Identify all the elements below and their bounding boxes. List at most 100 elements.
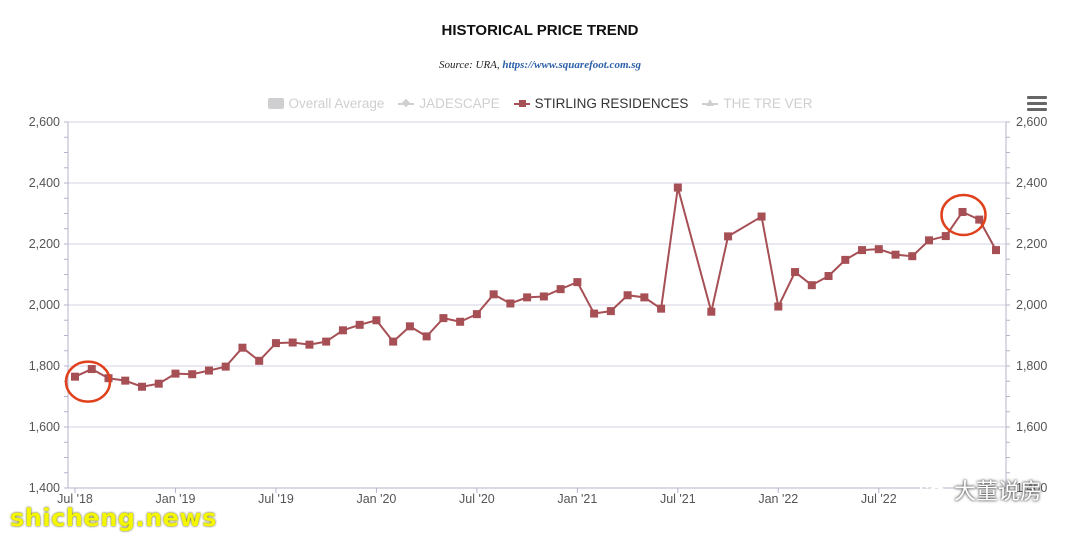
data-point — [757, 212, 766, 221]
data-point — [204, 366, 213, 375]
data-point — [941, 232, 950, 241]
y-tick-label-left: 1,400 — [29, 481, 60, 495]
data-point — [673, 183, 682, 192]
x-tick-label: Jul '22 — [861, 492, 897, 506]
x-tick-label: Jul '18 — [57, 492, 93, 506]
data-point — [456, 317, 465, 326]
data-point — [305, 340, 314, 349]
data-point — [338, 326, 347, 335]
data-point — [925, 236, 934, 245]
data-point — [791, 268, 800, 277]
data-point — [874, 245, 883, 254]
y-tick-label-right: 1,400 — [1016, 481, 1047, 495]
x-tick-label: Jul '19 — [258, 492, 294, 506]
data-point — [640, 293, 649, 302]
x-tick-label: Jan '21 — [557, 492, 597, 506]
data-point — [707, 307, 716, 316]
data-point — [121, 376, 130, 385]
data-point — [623, 291, 632, 300]
y-tick-label-right: 2,600 — [1016, 115, 1047, 129]
chart-subtitle: Source: URA, https://www.squarefoot.com.… — [0, 59, 1080, 71]
series-line — [74, 186, 997, 388]
legend-rect-icon — [267, 98, 284, 109]
y-tick-label-right: 1,600 — [1016, 420, 1047, 434]
x-tick-label: Jul '21 — [660, 492, 696, 506]
x-tick-label: Jan '19 — [156, 492, 196, 506]
data-point — [908, 252, 917, 261]
data-point — [87, 365, 96, 374]
x-tick-label: Jan '20 — [356, 492, 396, 506]
data-point — [556, 285, 565, 294]
y-tick-label-left: 2,200 — [29, 237, 60, 251]
data-point — [724, 232, 733, 241]
data-point — [657, 304, 666, 313]
data-point — [958, 207, 967, 216]
chart-legend: Overall Average JADESCAPE STIRLING RESID… — [0, 96, 1080, 111]
data-point — [807, 281, 816, 290]
data-point — [137, 382, 146, 391]
data-point — [255, 356, 264, 365]
data-point — [489, 290, 498, 299]
brand-text: 大董说房 — [953, 480, 1042, 505]
legend-square-icon — [513, 98, 530, 109]
legend-label: Overall Average — [288, 96, 385, 111]
data-point — [590, 309, 599, 318]
data-point — [573, 278, 582, 287]
legend-triangle-icon — [702, 98, 719, 109]
hamburger-menu-icon[interactable] — [1027, 96, 1047, 112]
wechat-icon — [919, 479, 946, 500]
data-point — [439, 314, 448, 323]
y-tick-label-right: 2,200 — [1016, 237, 1047, 251]
data-point — [774, 302, 783, 311]
data-point — [606, 307, 615, 316]
data-point — [238, 343, 247, 352]
y-tick-label-left: 2,000 — [29, 298, 60, 312]
highlight-circle — [940, 193, 987, 237]
data-point — [154, 379, 163, 388]
y-tick-label-right: 2,000 — [1016, 298, 1047, 312]
highlight-circle — [64, 360, 112, 403]
data-point — [355, 320, 364, 329]
legend-label: THE TRE VER — [723, 96, 813, 111]
data-point — [188, 370, 197, 379]
y-tick-label-right: 2,400 — [1016, 176, 1047, 190]
data-point — [539, 292, 548, 301]
subtitle-source: Source: URA, — [438, 59, 503, 71]
y-tick-label-right: 1,800 — [1016, 359, 1047, 373]
data-point — [221, 362, 230, 371]
data-point — [506, 299, 515, 308]
data-point — [71, 372, 79, 381]
data-point — [824, 272, 833, 281]
legend-label: JADESCAPE — [419, 96, 500, 111]
data-point — [975, 215, 984, 224]
data-point — [841, 255, 850, 264]
y-tick-label-left: 1,800 — [29, 359, 60, 373]
data-point — [405, 322, 414, 331]
data-point — [472, 310, 481, 319]
data-point — [858, 246, 867, 255]
y-tick-label-left: 1,600 — [29, 420, 60, 434]
data-point — [322, 337, 331, 346]
legend-item-the-tre-ver[interactable]: THE TRE VER — [702, 96, 812, 111]
brand-badge: 大董说房 — [919, 474, 1042, 506]
data-point — [288, 338, 297, 347]
legend-item-jadescape[interactable]: JADESCAPE — [398, 96, 500, 111]
data-point — [523, 293, 532, 302]
data-point — [171, 369, 180, 378]
watermark-text: shicheng.news — [10, 504, 217, 532]
data-point — [891, 250, 900, 259]
x-tick-label: Jan '22 — [758, 492, 798, 506]
data-point — [422, 332, 431, 341]
legend-item-stirling-residences[interactable]: STIRLING RESIDENCES — [513, 96, 689, 111]
subtitle-link[interactable]: https://www.squarefoot.com.sg — [502, 59, 642, 71]
legend-diamond-icon — [398, 98, 415, 109]
x-tick-label: Jul '20 — [459, 492, 495, 506]
data-point — [389, 337, 398, 346]
legend-item-overall-average[interactable]: Overall Average — [267, 96, 385, 111]
y-tick-label-left: 2,400 — [29, 176, 60, 190]
chart-title: HISTORICAL PRICE TREND — [441, 22, 639, 39]
data-point — [271, 339, 280, 348]
data-point — [992, 246, 1000, 255]
legend-label: STIRLING RESIDENCES — [534, 96, 689, 111]
